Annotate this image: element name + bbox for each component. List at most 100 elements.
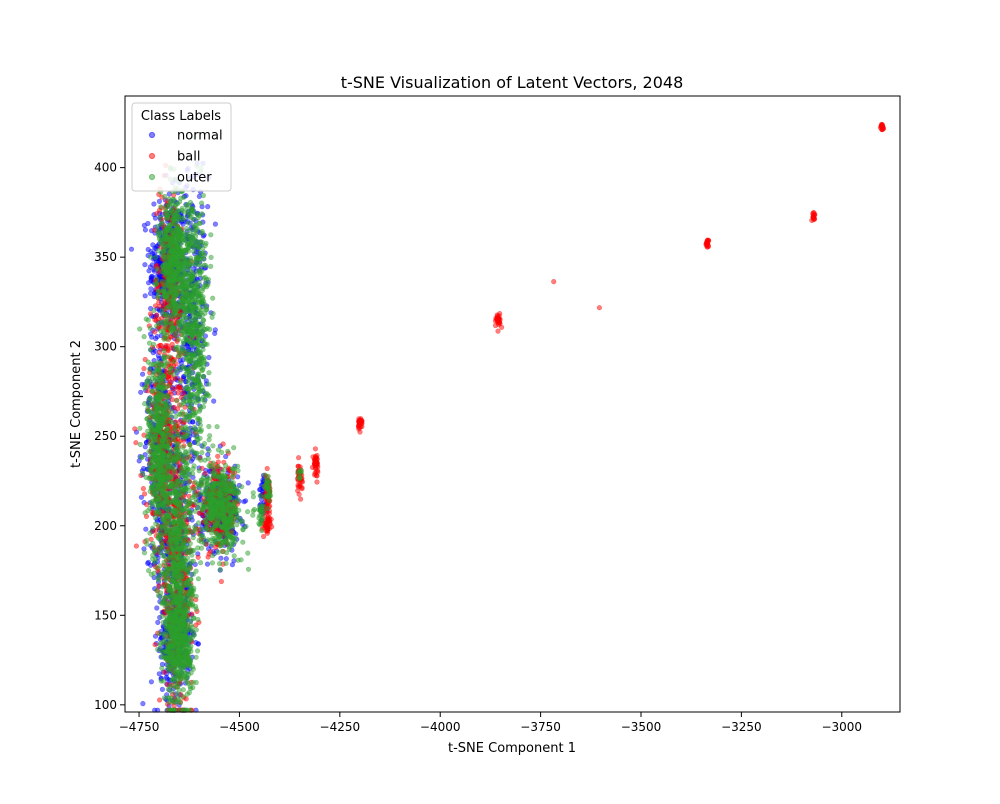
data-point [179, 207, 185, 214]
data-point [205, 282, 211, 288]
data-point [192, 364, 198, 370]
data-point [264, 465, 270, 472]
data-point [187, 303, 193, 310]
data-point [171, 358, 177, 365]
data-point [151, 201, 157, 207]
data-point [155, 398, 161, 405]
data-point [142, 293, 148, 299]
data-point [200, 373, 206, 379]
data-point [188, 331, 194, 337]
data-point [173, 308, 179, 314]
data-point [200, 250, 206, 256]
data-point [206, 354, 212, 361]
data-point [312, 455, 318, 461]
data-point [195, 554, 201, 560]
data-point [199, 450, 205, 456]
data-point [147, 366, 153, 372]
data-point [176, 336, 182, 342]
data-point [157, 214, 163, 220]
data-point [170, 212, 177, 218]
data-point [178, 245, 184, 251]
data-point [177, 318, 183, 325]
data-point [140, 486, 146, 492]
data-point [142, 401, 148, 407]
data-point [164, 360, 170, 366]
data-point [156, 300, 162, 306]
data-point [148, 484, 155, 491]
data-point [266, 510, 273, 517]
data-point [171, 255, 178, 261]
data-point [184, 206, 191, 212]
data-point [204, 341, 210, 347]
data-point [152, 329, 158, 335]
data-point [183, 282, 189, 288]
data-point [152, 641, 158, 648]
data-point [174, 312, 180, 319]
data-point [200, 297, 206, 303]
data-point [176, 384, 182, 390]
data-point [152, 491, 158, 497]
data-point [145, 220, 151, 227]
data-point [154, 266, 160, 272]
data-point [175, 353, 181, 359]
data-point [159, 686, 165, 693]
data-point [191, 216, 197, 222]
data-point [163, 209, 169, 215]
data-point [190, 412, 196, 419]
data-point [223, 556, 229, 562]
data-point [166, 354, 172, 360]
data-point [212, 330, 218, 337]
data-point [185, 245, 191, 251]
data-point [192, 427, 198, 433]
data-point [174, 225, 180, 231]
data-point [200, 444, 206, 450]
data-point [198, 291, 204, 297]
data-point [157, 349, 163, 355]
data-point [189, 271, 195, 277]
data-point [208, 232, 214, 238]
data-point [162, 318, 168, 324]
data-point [196, 310, 202, 316]
data-point [145, 428, 151, 434]
data-point [145, 317, 151, 323]
data-point [166, 223, 172, 229]
data-point [703, 240, 710, 246]
data-point [190, 307, 196, 313]
data-point [136, 458, 142, 464]
data-point [161, 248, 167, 254]
data-point [312, 465, 319, 471]
data-point [160, 229, 166, 235]
data-point [173, 259, 179, 266]
data-point [142, 262, 148, 268]
data-point [182, 307, 188, 313]
data-point [200, 394, 206, 400]
data-point [164, 278, 170, 284]
data-point [492, 322, 499, 329]
data-point [199, 230, 205, 236]
data-point [178, 195, 184, 201]
data-point [168, 284, 174, 290]
data-point [184, 384, 190, 391]
data-point [196, 213, 202, 219]
data-point [147, 325, 153, 331]
data-point [167, 244, 173, 250]
data-point [172, 276, 178, 283]
data-point [496, 320, 503, 326]
data-point [173, 232, 180, 238]
data-point [196, 408, 203, 414]
data-point [156, 671, 162, 677]
data-point [184, 259, 190, 265]
data-point [205, 204, 211, 210]
data-point [208, 254, 214, 260]
data-point [185, 220, 191, 226]
data-point [229, 562, 235, 568]
data-point [163, 282, 169, 288]
data-point [155, 248, 161, 254]
data-point [208, 263, 214, 270]
data-point [183, 271, 190, 277]
data-point [200, 347, 206, 353]
data-point [359, 418, 365, 424]
data-point [195, 257, 201, 264]
data-point [190, 350, 196, 357]
data-point [257, 486, 263, 493]
